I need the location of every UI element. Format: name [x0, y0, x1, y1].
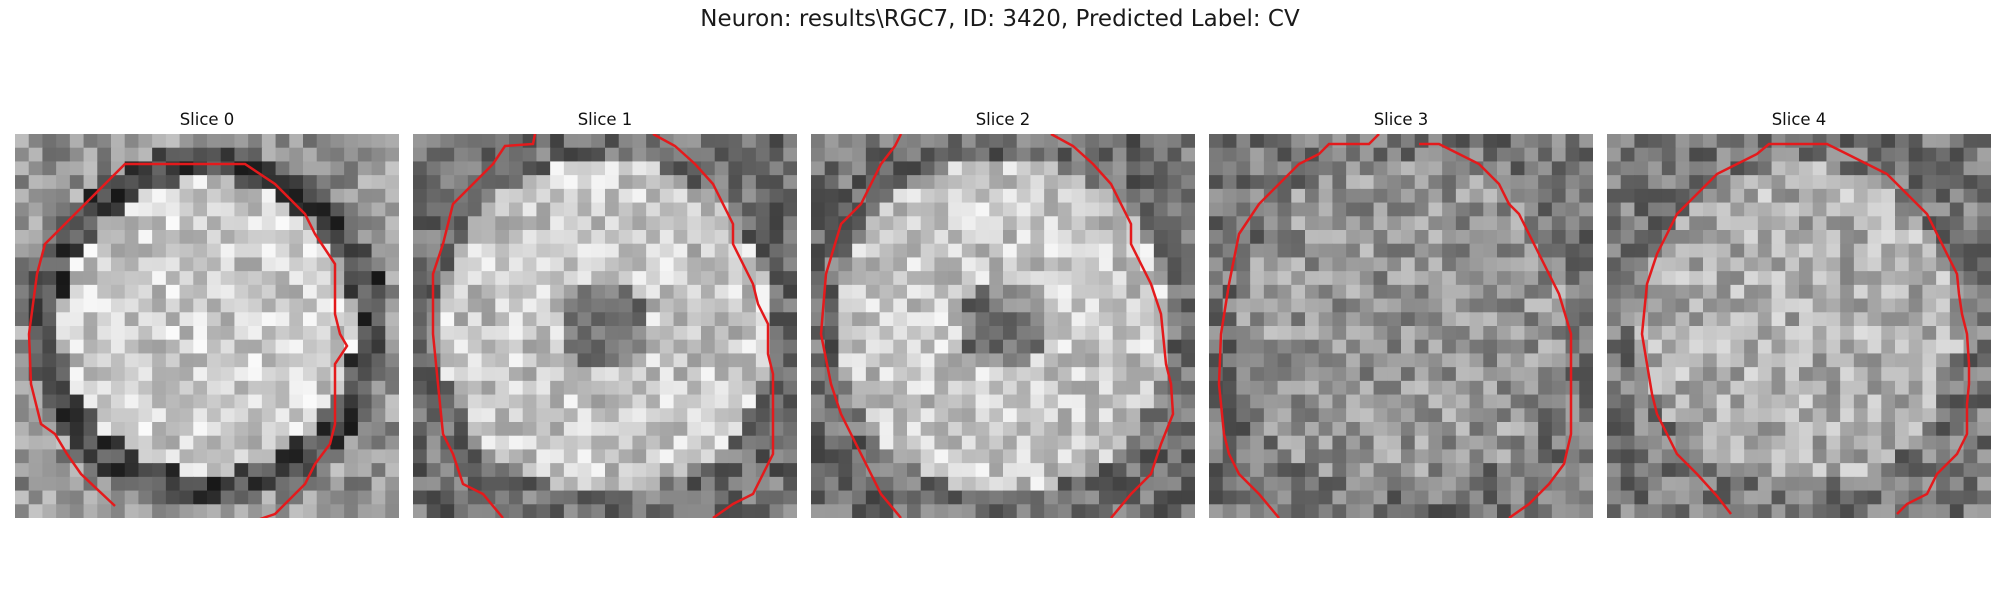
cell-contour — [1640, 142, 1971, 515]
cell-contour — [819, 134, 903, 518]
slice-image — [811, 134, 1195, 518]
figure-title: Neuron: results\RGC7, ID: 3420, Predicte… — [700, 6, 1300, 32]
cell-contour — [1217, 134, 1380, 518]
slice-title: Slice 4 — [1771, 110, 1827, 129]
slice-title: Slice 0 — [179, 110, 235, 129]
slice-title: Slice 3 — [1373, 110, 1429, 129]
slice-panel-2: Slice 2 — [811, 110, 1195, 518]
slice-title: Slice 1 — [577, 110, 633, 129]
slice-panel-4: Slice 4 — [1607, 110, 1991, 518]
slice-title: Slice 2 — [975, 110, 1031, 129]
slice-image — [1607, 134, 1991, 518]
slice-panel-0: Slice 0 — [15, 110, 399, 518]
cell-contour — [1050, 134, 1175, 518]
slice-image — [15, 134, 399, 518]
cell-contour — [27, 162, 349, 518]
slice-panel-1: Slice 1 — [413, 110, 797, 518]
cell-contour — [431, 134, 537, 518]
slice-image — [1209, 134, 1593, 518]
slice-panel-3: Slice 3 — [1209, 110, 1593, 518]
slice-image — [413, 134, 797, 518]
cell-contour — [1419, 142, 1573, 518]
cell-contour — [652, 134, 775, 518]
